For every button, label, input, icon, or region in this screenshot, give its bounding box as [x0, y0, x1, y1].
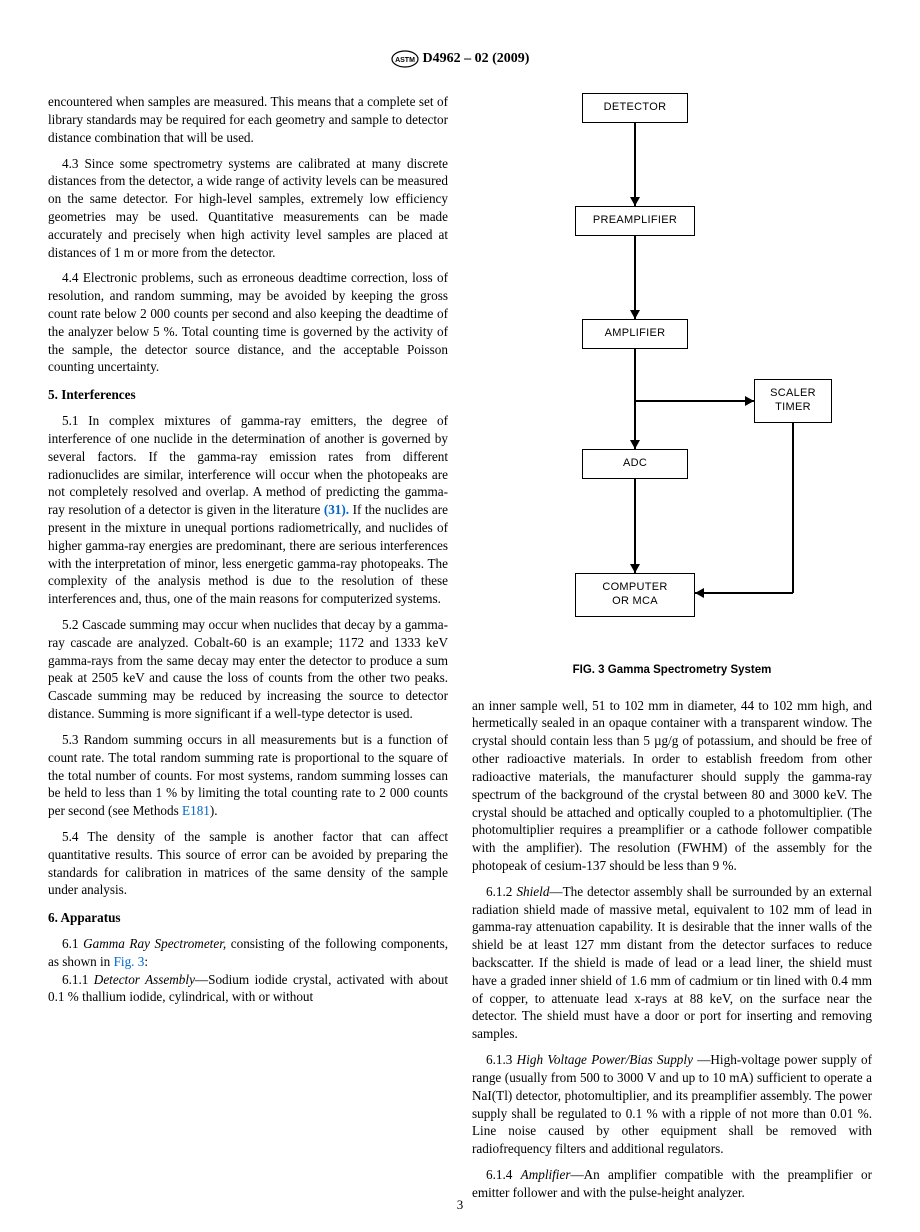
astm-logo-icon: ASTM: [391, 50, 419, 68]
para-6-1-1: 6.1.1 Detector Assembly—Sodium iodide cr…: [48, 971, 448, 1007]
page-header: ASTM D4962 – 02 (2009): [48, 50, 872, 69]
ref-31-link[interactable]: (31).: [324, 502, 349, 517]
figure-3: DETECTOR PREAMPLIFIER AMPLIFIER SCALER TIME…: [472, 93, 872, 679]
flowchart-node-adc: ADC: [582, 449, 688, 479]
flowchart-node-computer: COMPUTER OR MCA: [575, 573, 695, 617]
para-5-3: 5.3 Random summing occurs in all measure…: [48, 731, 448, 820]
section-6-heading: 6. Apparatus: [48, 909, 448, 927]
para-6-1-4: 6.1.4 Amplifier—An amplifier compatible …: [472, 1166, 872, 1202]
right-column: DETECTOR PREAMPLIFIER AMPLIFIER SCALER TIME…: [472, 93, 872, 1209]
flowchart-node-scaler: SCALER TIMER: [754, 379, 832, 423]
standard-id: D4962 – 02 (2009): [423, 51, 530, 66]
section-5-heading: 5. Interferences: [48, 386, 448, 404]
para-6-1: 6.1 Gamma Ray Spectrometer, consisting o…: [48, 935, 448, 971]
para-5-4: 5.4 The density of the sample is another…: [48, 828, 448, 899]
para-6-1-2: 6.1.2 Shield—The detector assembly shall…: [472, 883, 872, 1043]
page-number: 3: [457, 1196, 464, 1214]
para-5-1: 5.1 In complex mixtures of gamma-ray emi…: [48, 412, 448, 608]
flowchart-node-amplifier: AMPLIFIER: [582, 319, 688, 349]
left-column: encountered when samples are measured. T…: [48, 93, 448, 1209]
flowchart-node-preamplifier: PREAMPLIFIER: [575, 206, 695, 236]
flowchart-diagram: DETECTOR PREAMPLIFIER AMPLIFIER SCALER TIME…: [512, 93, 832, 653]
para-5-2: 5.2 Cascade summing may occur when nucli…: [48, 616, 448, 723]
figure-3-caption: FIG. 3 Gamma Spectrometry System: [472, 663, 872, 679]
para-4-3: 4.3 Since some spectrometry systems are …: [48, 155, 448, 262]
fig-3-link[interactable]: Fig. 3: [114, 954, 145, 969]
svg-text:ASTM: ASTM: [395, 57, 415, 64]
para-6-1-3: 6.1.3 High Voltage Power/Bias Supply —Hi…: [472, 1051, 872, 1158]
para-4-4: 4.4 Electronic problems, such as erroneo…: [48, 269, 448, 376]
para-4-2-cont: encountered when samples are measured. T…: [48, 93, 448, 146]
methods-e181-link[interactable]: E181: [182, 803, 210, 818]
para-6-1-1-cont: an inner sample well, 51 to 102 mm in di…: [472, 697, 872, 875]
flowchart-node-detector: DETECTOR: [582, 93, 688, 123]
